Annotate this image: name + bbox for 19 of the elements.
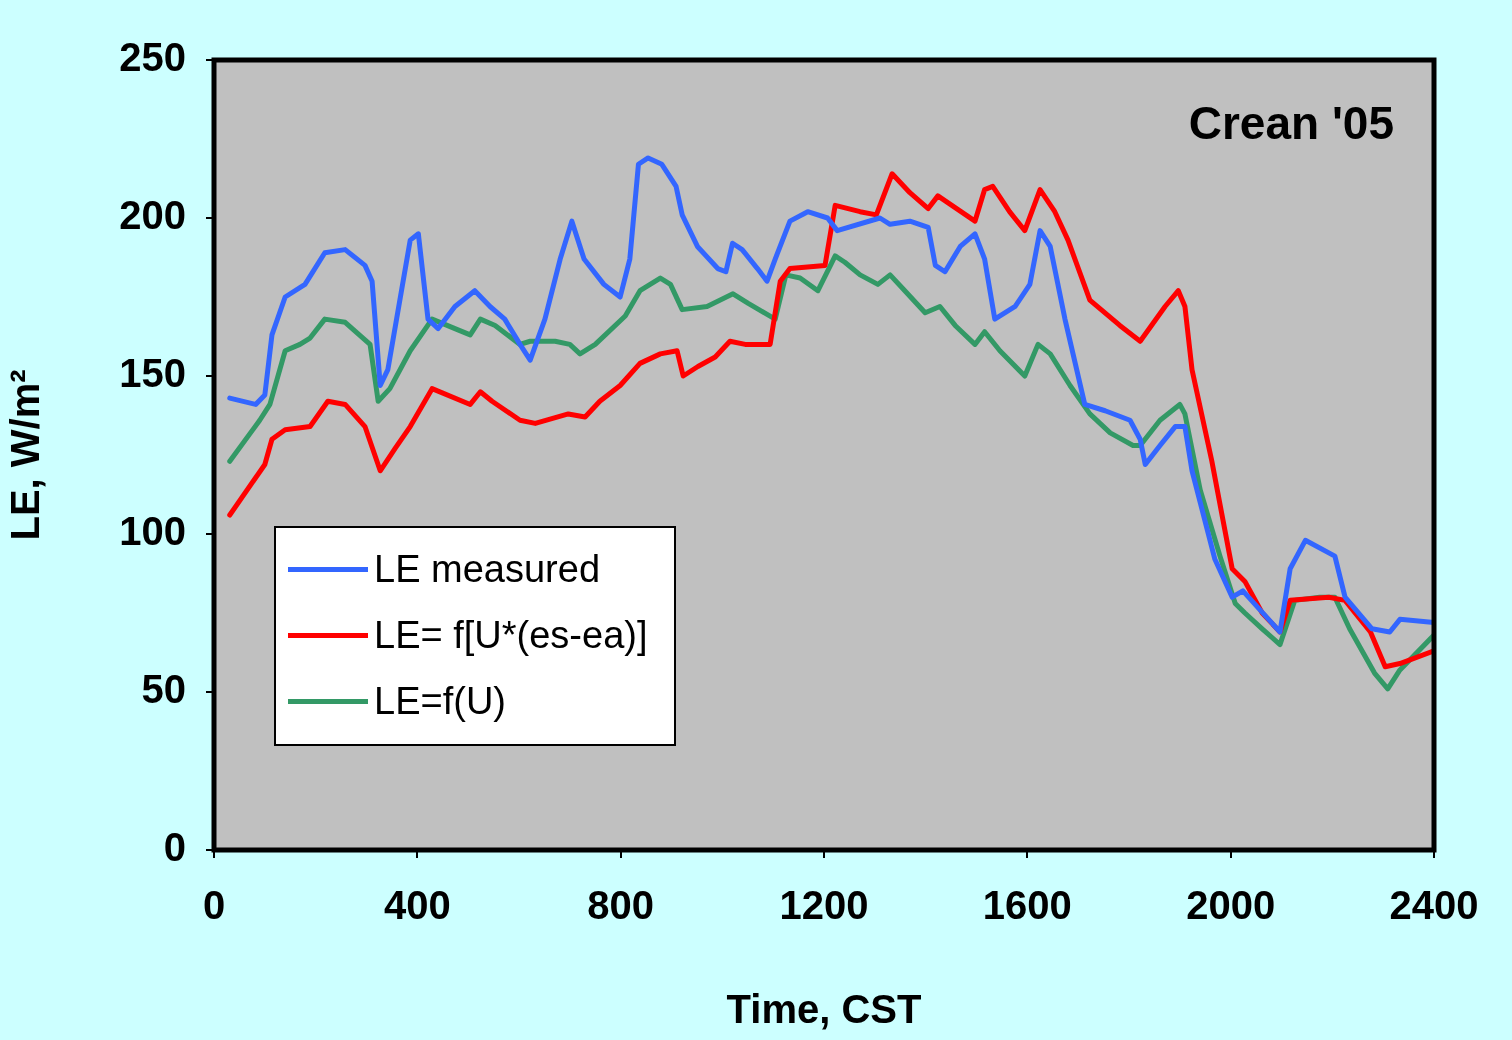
x-tick-label: 800 — [587, 883, 655, 928]
x-tick-label: 1200 — [779, 883, 869, 928]
y-tick-label: 150 — [119, 351, 186, 396]
legend-label: LE measured — [374, 547, 601, 591]
x-tick-label: 1600 — [982, 883, 1072, 928]
x-axis-title: Time, CST — [726, 987, 922, 1032]
x-tick-label: 2000 — [1186, 883, 1276, 928]
legend-label: LE=f(U) — [374, 679, 506, 723]
y-tick-label: 0 — [163, 825, 186, 870]
y-tick-label: 250 — [119, 35, 186, 80]
y-tick-label: 50 — [141, 667, 186, 712]
legend-label: LE= f[U*(es-ea)] — [374, 613, 648, 657]
y-axis-title: LE, W/m² — [3, 369, 48, 541]
x-tick-label: 400 — [383, 883, 451, 928]
x-tick-label: 0 — [202, 883, 226, 928]
y-tick-label: 100 — [119, 509, 186, 554]
y-tick-label: 200 — [119, 193, 186, 238]
annotation: Crean '05 — [1188, 96, 1394, 150]
x-tick-label: 2400 — [1389, 883, 1479, 928]
